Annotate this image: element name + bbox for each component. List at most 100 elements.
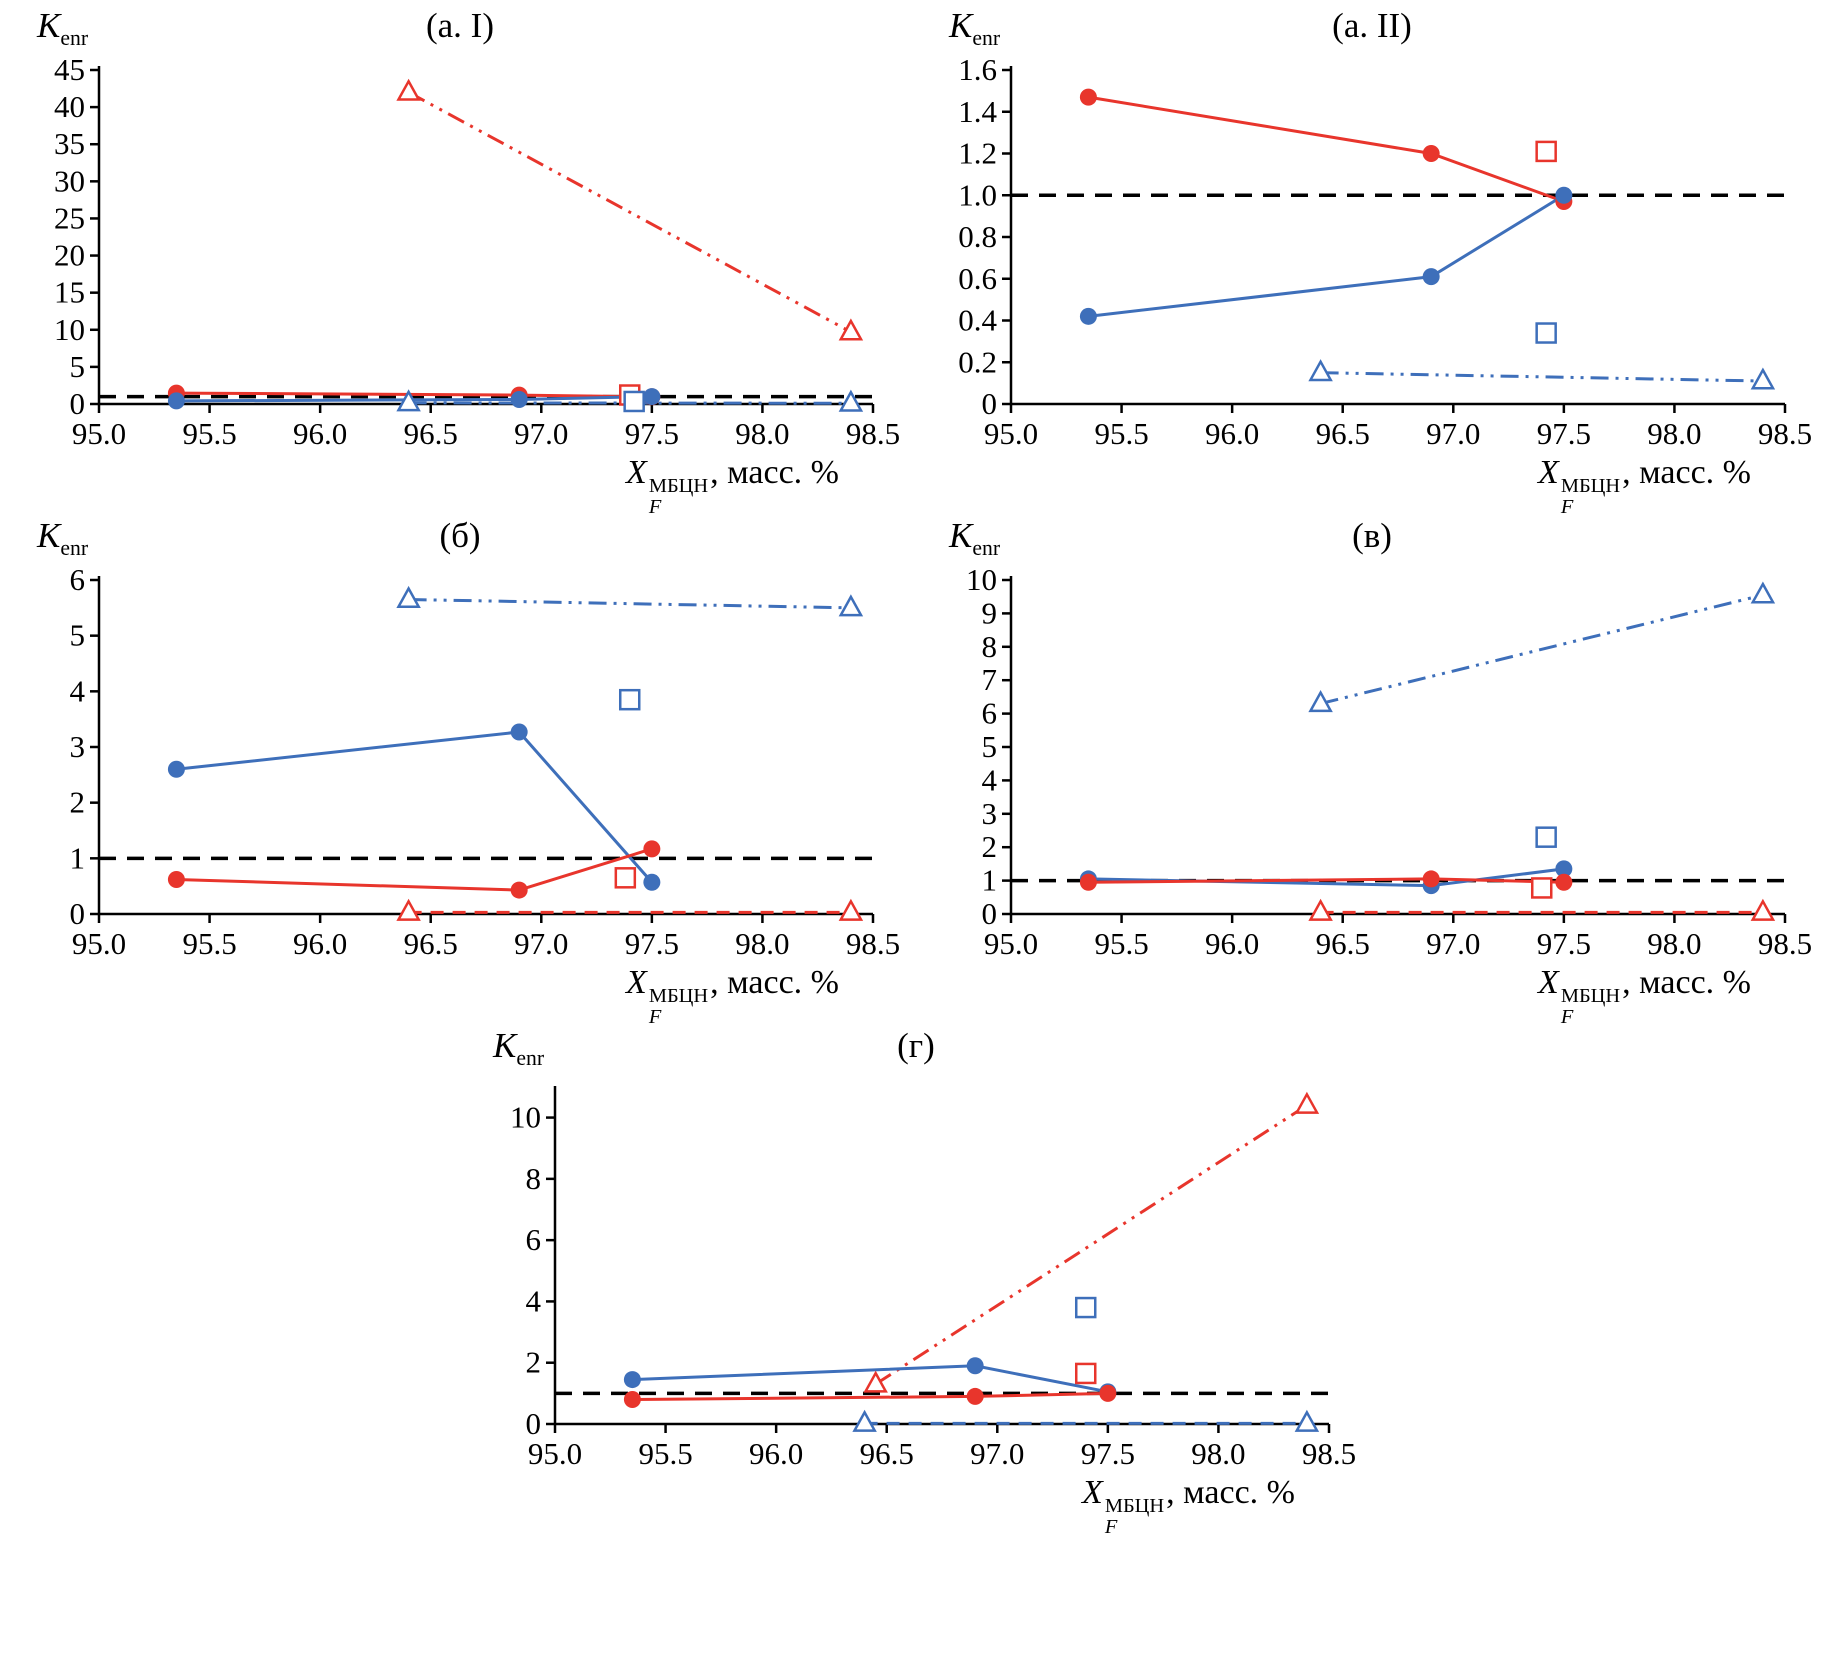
x-axis-label-sub: F <box>648 1005 662 1028</box>
x-tick-label: 97.0 <box>1426 926 1480 961</box>
blue-circle-solid-marker <box>1422 268 1440 286</box>
blue-circle-solid-marker <box>966 1357 984 1375</box>
y-axis-label-sub: enr <box>516 1046 545 1070</box>
y-axis-label-sub: enr <box>972 26 1001 50</box>
x-axis-label-sub: F <box>1560 495 1574 518</box>
x-tick-label: 97.5 <box>1081 1436 1135 1471</box>
red-square-marker <box>1530 877 1553 899</box>
y-axis-label: Kenr <box>493 1026 544 1071</box>
y-axis-label: Kenr <box>949 516 1000 561</box>
blue-triangle-dashdot-marker <box>838 389 864 412</box>
blue-square-marker <box>618 688 641 711</box>
chart-g: Kenr (г) 0 2 4 6 8 10 95.0 95.5 96.0 96.5 97.0 97.5… <box>467 1024 1365 1537</box>
x-tick-label: 97.5 <box>1537 926 1591 961</box>
x-tick-label: 95.0 <box>528 1436 582 1471</box>
x-tick-label: 98.0 <box>1191 1436 1245 1471</box>
y-axis-label-main: K <box>37 516 61 555</box>
blue-triangle-dashdot-line <box>408 597 851 610</box>
x-tick-label: 97.0 <box>1426 416 1480 451</box>
x-tick-label: 95.0 <box>984 926 1038 961</box>
x-tick-label: 95.5 <box>182 416 236 451</box>
y-tick-label: 0.8 <box>958 219 997 254</box>
blue-triangle-dashdot-marker <box>838 594 864 617</box>
blue-circle-solid-marker <box>510 723 528 741</box>
chart-a1-header: Kenr (а. I) <box>11 4 909 54</box>
y-tick-label: 1 <box>982 863 998 898</box>
y-tick-label: 2 <box>526 1345 542 1380</box>
chart-g-header: Kenr (г) <box>467 1024 1365 1074</box>
red-triangle-dashdot-marker <box>863 1370 888 1393</box>
figure-panel: Kenr (а. I) 0 5 10 15 20 25 30 35 40 45 95.0 95.5 96… <box>11 4 1821 1537</box>
x-axis-label-scripts: МБЦН F <box>1561 986 1620 1028</box>
x-tick-label: 96.5 <box>404 416 458 451</box>
red-triangle-dashdot-line <box>407 90 852 334</box>
red-triangle-dashed-marker <box>838 898 864 921</box>
red-circle-solid-marker <box>1422 145 1440 162</box>
red-circle-solid-marker <box>1079 873 1097 891</box>
x-tick-label: 98.0 <box>735 416 789 451</box>
x-tick-label: 96.0 <box>1205 926 1259 961</box>
chart-a1: Kenr (а. I) 0 5 10 15 20 25 30 35 40 45 95.0 95.5 96… <box>11 4 909 517</box>
x-tick-label: 97.5 <box>1537 416 1591 451</box>
y-axis-label-sub: enr <box>60 536 89 560</box>
y-axis-label-main: K <box>493 1026 517 1065</box>
x-axis-label-units: , масс. % <box>1166 1474 1295 1511</box>
y-tick-label: 4 <box>982 762 998 797</box>
x-tick-label: 96.5 <box>860 1436 914 1471</box>
blue-circle-solid-marker <box>167 760 185 778</box>
x-axis-label-sup: МБЦН <box>1560 985 1621 1008</box>
y-tick-label: 5 <box>70 618 86 653</box>
x-tick-label: 96.0 <box>749 1436 803 1471</box>
chart-b-header: Kenr (б) <box>11 514 909 564</box>
x-tick-label: 98.5 <box>1758 416 1811 451</box>
red-triangle-dashdot-marker <box>838 318 864 341</box>
x-tick-label: 98.5 <box>846 926 899 961</box>
red-circle-solid-marker <box>1422 870 1440 888</box>
y-tick-label: 0 <box>526 1406 542 1441</box>
blue-triangle-dashdot-marker <box>396 389 421 412</box>
x-axis-label-units: , масс. % <box>710 454 839 491</box>
y-axis-label-sub: enr <box>972 536 1001 560</box>
x-axis-label: X МБЦН F, масс. % <box>467 1474 1365 1537</box>
y-tick-label: 10 <box>510 1100 541 1135</box>
x-axis-label-sup: МБЦН <box>1560 475 1621 498</box>
y-axis-label: Kenr <box>37 6 88 51</box>
y-tick-label: 10 <box>966 564 997 597</box>
plot-area-g: 0 2 4 6 8 10 95.0 95.5 96.0 96.5 97.0 97.5 98.0 98.5 <box>510 1086 1355 1471</box>
blue-circle-solid-marker <box>1555 186 1573 204</box>
x-axis-label-units: , масс. % <box>1622 454 1751 491</box>
red-circle-solid-marker <box>1555 873 1573 891</box>
x-axis-label: X МБЦН F, масс. % <box>11 964 909 1027</box>
x-tick-label: 96.5 <box>1316 926 1370 961</box>
blue-circle-solid-marker <box>1079 307 1097 325</box>
blue-square-marker <box>1074 1296 1097 1319</box>
x-tick-label: 95.5 <box>1094 416 1148 451</box>
x-axis-label: X МБЦН F, масс. % <box>923 964 1821 1027</box>
x-axis-label: X МБЦН F, масс. % <box>11 454 909 517</box>
x-axis-label-sup: МБЦН <box>648 985 709 1008</box>
red-square-marker <box>1535 140 1557 163</box>
y-tick-label: 0.6 <box>958 261 997 296</box>
x-axis-label-scripts: МБЦН F <box>1561 476 1620 518</box>
blue-triangle-dashdot-marker <box>1750 581 1776 604</box>
y-tick-label: 4 <box>526 1283 542 1318</box>
x-axis-label-units: , масс. % <box>1622 964 1751 1001</box>
y-tick-label: 0 <box>982 386 998 421</box>
red-triangle-dashed-marker <box>396 898 421 921</box>
blue-circle-solid-marker <box>643 388 661 406</box>
y-tick-label: 0 <box>70 896 86 931</box>
x-tick-label: 96.0 <box>293 416 347 451</box>
x-tick-label: 96.5 <box>404 926 458 961</box>
y-tick-label: 45 <box>54 54 85 87</box>
red-triangle-dashdot-line <box>874 1104 1308 1386</box>
x-tick-label: 96.0 <box>293 926 347 961</box>
x-axis-label-sup: МБЦН <box>1104 1495 1165 1518</box>
blue-triangle-dashdot-line <box>1320 593 1764 706</box>
red-circle-solid-marker <box>1099 1384 1117 1402</box>
y-tick-label: 2 <box>982 829 998 864</box>
blue-square-marker <box>623 390 645 413</box>
x-axis-label-scripts: МБЦН F <box>1105 1496 1164 1538</box>
x-tick-label: 95.5 <box>182 926 236 961</box>
chart-v-header: Kenr (в) <box>923 514 1821 564</box>
